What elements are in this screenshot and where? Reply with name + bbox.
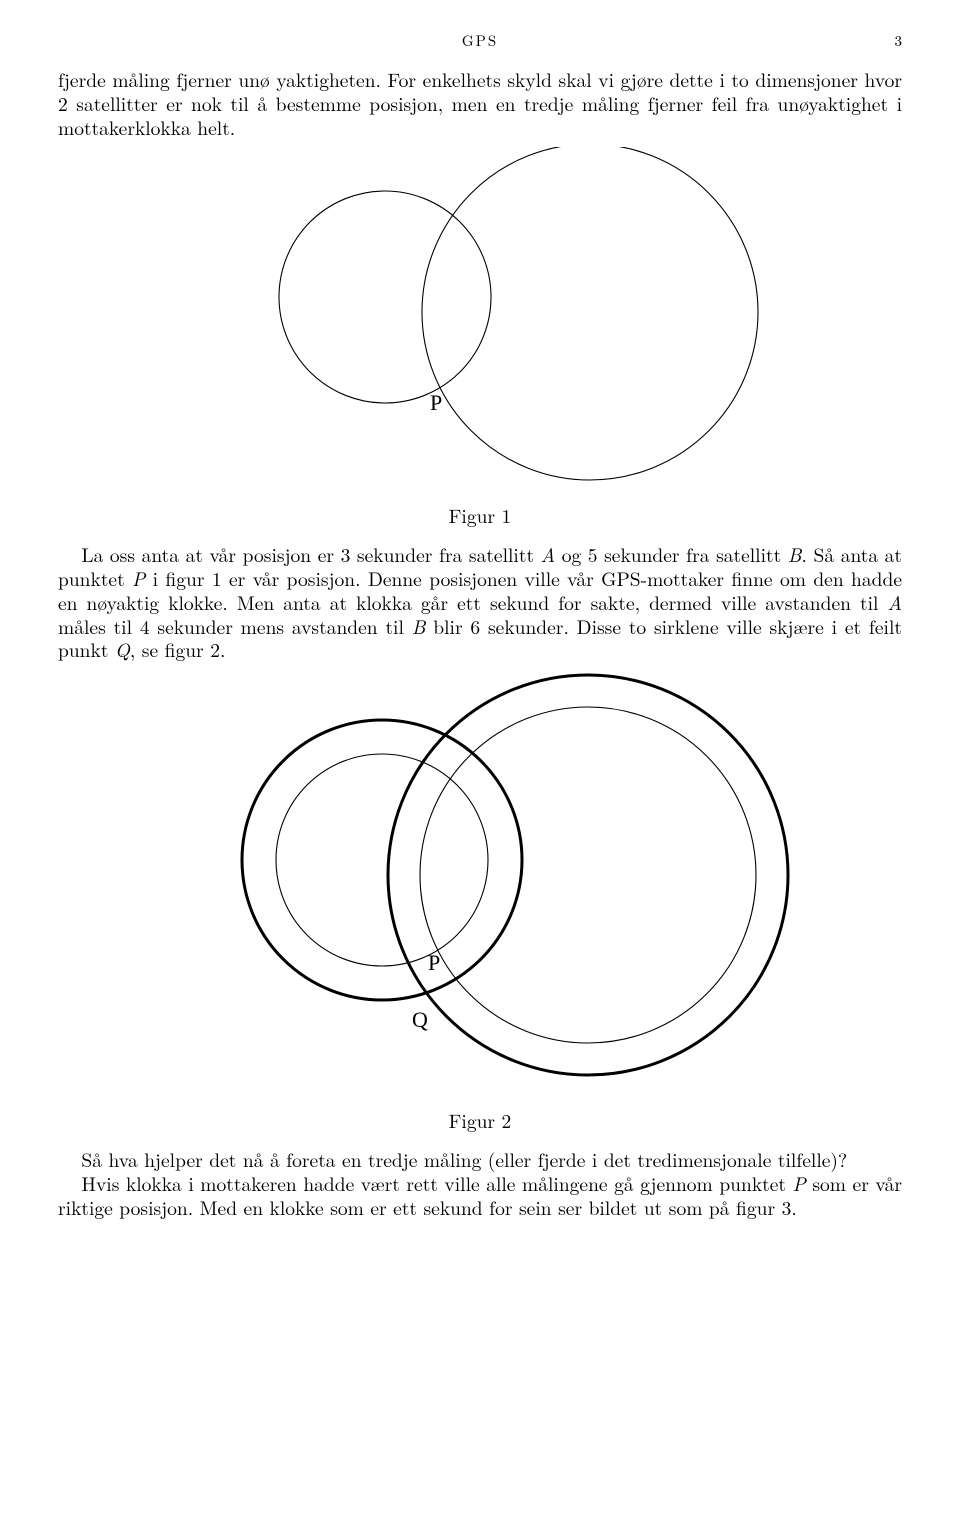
- paragraph-1: fjerde måling fjerner unø yaktigheten. F…: [58, 68, 902, 139]
- content-area: fjerde måling fjerner unø yaktigheten. F…: [58, 68, 902, 1220]
- var-B: B: [412, 612, 426, 640]
- svg-text:P: P: [430, 390, 442, 415]
- text: i figur 1 er vår posisjon. Denne posisjo…: [58, 564, 902, 616]
- figure-2-svg: PQ: [130, 672, 830, 1102]
- running-title: GPS: [0, 30, 960, 51]
- text: , se figur 2.: [130, 635, 226, 663]
- page: GPS 3 fjerde måling fjerner unø yaktighe…: [0, 0, 960, 1530]
- figure-2-caption: Figur 2: [58, 1106, 902, 1134]
- figure-1-svg: P: [160, 147, 800, 497]
- figure-1-caption: Figur 1: [58, 501, 902, 529]
- var-Q: Q: [115, 635, 130, 663]
- figure-1: P Figur 1: [58, 147, 902, 529]
- page-number: 3: [894, 30, 902, 51]
- svg-text:Q: Q: [412, 1007, 428, 1032]
- svg-text:P: P: [428, 950, 440, 975]
- figure-2: PQ Figur 2: [58, 672, 902, 1134]
- paragraph-2: La oss anta at vår posisjon er 3 sekunde…: [58, 543, 902, 662]
- paragraph-4: Hvis klokka i mottakeren hadde vært rett…: [58, 1172, 902, 1220]
